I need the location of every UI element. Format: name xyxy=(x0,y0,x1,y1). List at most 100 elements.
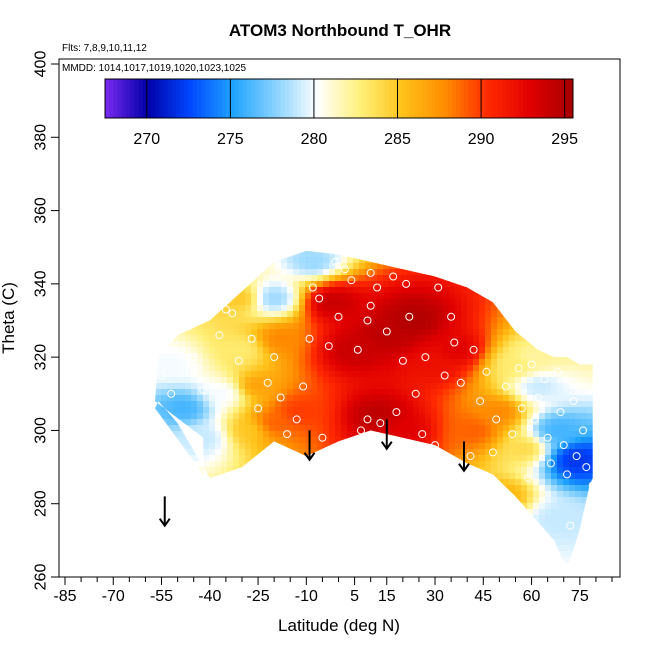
field-cell xyxy=(365,323,372,330)
observation-point xyxy=(324,342,333,351)
field-cell xyxy=(377,347,384,354)
field-cell xyxy=(419,425,426,432)
y-axis-title: Theta (C) xyxy=(0,282,18,354)
field-cell xyxy=(569,509,576,516)
field-cell xyxy=(257,275,264,282)
field-cell xyxy=(365,341,372,348)
field-cell xyxy=(551,365,558,372)
field-cell xyxy=(581,419,588,426)
field-cell xyxy=(461,359,468,366)
field-cell xyxy=(557,395,564,402)
field-cell xyxy=(257,371,264,378)
field-cell xyxy=(179,335,186,342)
field-cell xyxy=(317,323,324,330)
field-cell xyxy=(575,407,582,414)
field-cell xyxy=(377,311,384,318)
field-cell xyxy=(581,413,588,420)
field-cell xyxy=(527,353,534,360)
field-cell xyxy=(233,347,240,354)
colorbar-swatches xyxy=(105,79,574,118)
field-cell xyxy=(293,407,300,414)
field-cell xyxy=(209,413,216,420)
field-cell xyxy=(305,299,312,306)
colorbar-swatch xyxy=(497,79,503,118)
colorbar-swatch xyxy=(196,79,202,118)
field-cell xyxy=(281,413,288,420)
field-cell xyxy=(497,437,504,444)
field-cell xyxy=(431,353,438,360)
field-cell xyxy=(197,341,204,348)
field-cell xyxy=(233,341,240,348)
observation-point xyxy=(366,268,375,277)
field-cell xyxy=(227,389,234,396)
field-cell xyxy=(365,389,372,396)
field-cell xyxy=(323,305,330,312)
field-cell xyxy=(287,443,294,450)
field-cell xyxy=(347,407,354,414)
field-cell xyxy=(509,335,516,342)
field-cell xyxy=(305,257,312,264)
field-cell xyxy=(413,437,420,444)
observation-points xyxy=(157,257,597,530)
field-cell xyxy=(323,401,330,408)
field-cell xyxy=(371,371,378,378)
colorbar-swatch xyxy=(138,79,144,118)
field-cell xyxy=(239,365,246,372)
field-cell xyxy=(275,269,282,276)
field-cell xyxy=(407,299,414,306)
field-cell xyxy=(353,371,360,378)
field-cell xyxy=(299,347,306,354)
field-cell xyxy=(461,377,468,384)
field-cell xyxy=(353,431,360,438)
field-cell xyxy=(413,323,420,330)
field-cell xyxy=(245,347,252,354)
field-cell xyxy=(521,455,528,462)
field-cell xyxy=(215,431,222,438)
field-cell xyxy=(395,359,402,366)
field-cell xyxy=(155,401,162,408)
field-cell xyxy=(521,491,528,498)
field-cell xyxy=(539,383,546,390)
field-cell xyxy=(281,323,288,330)
field-cell xyxy=(257,365,264,372)
field-cell xyxy=(215,401,222,408)
field-cell xyxy=(539,455,546,462)
field-cell xyxy=(167,371,174,378)
field-cell xyxy=(365,311,372,318)
field-cell xyxy=(485,359,492,366)
field-cell xyxy=(545,509,552,516)
observation-point xyxy=(569,397,578,406)
field-cell xyxy=(341,425,348,432)
field-cell xyxy=(299,269,306,276)
field-cell xyxy=(323,317,330,324)
field-cell xyxy=(533,347,540,354)
field-cell xyxy=(281,317,288,324)
field-cell xyxy=(281,287,288,294)
field-cell xyxy=(335,353,342,360)
field-cell xyxy=(239,437,246,444)
field-cell xyxy=(437,407,444,414)
field-cell xyxy=(509,473,516,480)
field-cell xyxy=(281,377,288,384)
field-cell xyxy=(335,281,342,288)
field-cell xyxy=(257,299,264,306)
field-cell xyxy=(545,371,552,378)
field-cell xyxy=(203,455,210,462)
field-cell xyxy=(335,395,342,402)
field-cell xyxy=(431,335,438,342)
field-cell xyxy=(185,449,192,456)
field-cell xyxy=(467,383,474,390)
field-cell xyxy=(425,401,432,408)
field-cell xyxy=(527,509,534,516)
field-cell xyxy=(503,443,510,450)
field-cell xyxy=(323,251,330,258)
field-cell xyxy=(443,431,450,438)
field-cell xyxy=(533,455,540,462)
field-cell xyxy=(347,281,354,288)
field-cell xyxy=(497,473,504,480)
observation-point xyxy=(247,334,256,343)
field-cell xyxy=(305,269,312,276)
field-cell xyxy=(389,383,396,390)
field-cell xyxy=(167,359,174,366)
field-cell xyxy=(389,413,396,420)
